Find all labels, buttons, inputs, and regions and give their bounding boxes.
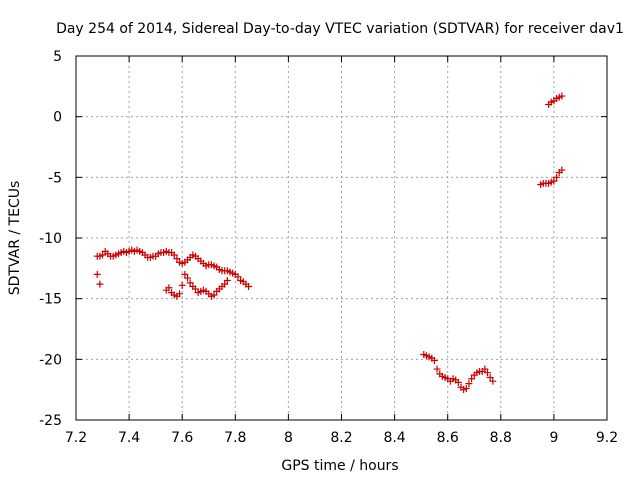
data-point [462, 384, 470, 392]
x-tick-label: 7.4 [118, 430, 140, 446]
data-point [173, 255, 181, 263]
data-point [176, 290, 184, 298]
x-tick-label: 9.2 [596, 430, 618, 446]
data-point [184, 274, 192, 282]
y-tick-label: -10 [39, 231, 62, 247]
x-axis-label: GPS time / hours [281, 458, 398, 474]
y-axis-label: SDTVAR / TECUs [7, 181, 23, 296]
data-point [454, 378, 462, 386]
data-point [210, 291, 218, 299]
x-tick-label: 7.2 [65, 430, 87, 446]
series-segment-1-upper [93, 246, 253, 291]
data-point [99, 251, 107, 259]
data-point [468, 375, 476, 383]
x-tick-label: 8.2 [330, 430, 352, 446]
data-points [93, 92, 566, 394]
y-tick-label: 5 [53, 49, 62, 65]
data-point [486, 374, 494, 382]
x-tick-label: 8.8 [490, 430, 512, 446]
data-point [96, 280, 104, 288]
data-point [221, 280, 229, 288]
data-point [550, 177, 558, 185]
series-segment-1-lower [93, 270, 231, 300]
data-point [430, 357, 438, 365]
series-segment-2 [420, 350, 497, 394]
x-tick-label: 8.4 [383, 430, 405, 446]
data-point [465, 380, 473, 388]
data-point [186, 279, 194, 287]
data-point [165, 284, 173, 292]
x-tick-label: 7.6 [171, 430, 193, 446]
data-point [93, 270, 101, 278]
data-point [433, 365, 441, 373]
data-point [245, 283, 253, 291]
data-point [191, 285, 199, 293]
data-point [223, 276, 231, 284]
axis-ticks: 7.2 7.4 7.6 7.8 8 8.2 8.4 8.6 8.8 9 9.2 -25 -20 -15 -1… [39, 49, 618, 446]
data-point [489, 377, 497, 385]
x-tick-label: 7.8 [224, 430, 246, 446]
series-segment-3-lower [537, 166, 566, 189]
data-point [181, 270, 189, 278]
x-tick-label: 8 [284, 430, 293, 446]
x-tick-label: 9 [549, 430, 558, 446]
data-point [178, 281, 186, 289]
y-tick-label: -15 [39, 292, 62, 308]
data-point [481, 365, 489, 373]
chart-title: Day 254 of 2014, Sidereal Day-to-day VTE… [56, 21, 624, 37]
series-segment-3-upper [545, 92, 566, 109]
y-tick-label: -5 [48, 170, 62, 186]
data-point [484, 369, 492, 377]
data-point [558, 166, 566, 174]
data-point [558, 92, 566, 100]
data-point [170, 251, 178, 259]
data-point [234, 273, 242, 281]
y-tick-label: -20 [39, 352, 62, 368]
grid-lines [76, 56, 607, 420]
data-point [553, 173, 561, 181]
y-tick-label: 0 [53, 110, 62, 126]
x-tick-label: 8.6 [437, 430, 459, 446]
y-tick-label: -25 [39, 413, 62, 429]
